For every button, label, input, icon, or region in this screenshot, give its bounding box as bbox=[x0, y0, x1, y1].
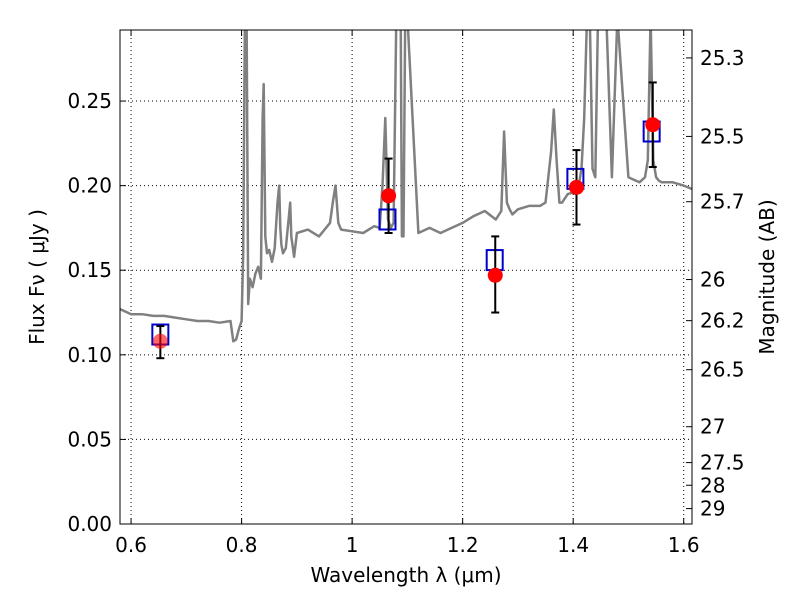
x-tick-label: 0.6 bbox=[115, 533, 147, 557]
observed-point bbox=[381, 188, 397, 204]
right-tick-label: 26.2 bbox=[700, 309, 745, 333]
right-tick-label: 25.5 bbox=[700, 124, 745, 148]
right-tick-label: 29 bbox=[700, 497, 725, 521]
model-spectrum-line bbox=[120, 30, 692, 343]
y-tick-label: 0.00 bbox=[67, 512, 112, 536]
right-tick-label: 28 bbox=[700, 473, 725, 497]
right-tick-label: 25.3 bbox=[700, 46, 745, 70]
y-axis-label-left: Flux Fν ( μJy ) bbox=[25, 209, 49, 345]
right-tick-label: 27.5 bbox=[700, 451, 745, 475]
y-tick-label: 0.15 bbox=[67, 258, 112, 282]
grid-lines bbox=[120, 30, 692, 525]
y-tick-label: 0.20 bbox=[67, 174, 112, 198]
y-tick-label: 0.10 bbox=[67, 343, 112, 367]
x-tick-label: 0.8 bbox=[226, 533, 258, 557]
right-tick-label: 26.5 bbox=[700, 358, 745, 382]
right-tick-label: 25.7 bbox=[700, 190, 745, 214]
right-tick-label: 26 bbox=[700, 268, 725, 292]
observed-point bbox=[152, 333, 168, 349]
x-axis-label: Wavelength λ (μm) bbox=[310, 563, 501, 587]
observed-point bbox=[568, 179, 584, 195]
x-tick-label: 1 bbox=[346, 533, 359, 557]
x-axis-ticks: 0.6 0.8 1 1.2 1.4 1.6 bbox=[115, 30, 700, 557]
model-photometry-square bbox=[378, 208, 397, 231]
observed-photometry-markers bbox=[152, 81, 661, 360]
observed-point bbox=[487, 267, 503, 283]
right-tick-label: 27 bbox=[700, 415, 725, 439]
x-tick-label: 1.6 bbox=[668, 533, 700, 557]
x-tick-label: 1.4 bbox=[557, 533, 589, 557]
y-axis-label-right: Magnitude (AB) bbox=[755, 199, 779, 354]
y-tick-label: 0.25 bbox=[67, 89, 112, 113]
plot-frame bbox=[119, 29, 693, 525]
x-tick-label: 1.2 bbox=[447, 533, 479, 557]
y-tick-label: 0.05 bbox=[67, 427, 112, 451]
y-axis-ticks: 0.00 0.05 0.10 0.15 0.20 0.25 bbox=[67, 89, 126, 536]
observed-point bbox=[645, 117, 661, 133]
model-photometry-markers bbox=[151, 120, 661, 346]
